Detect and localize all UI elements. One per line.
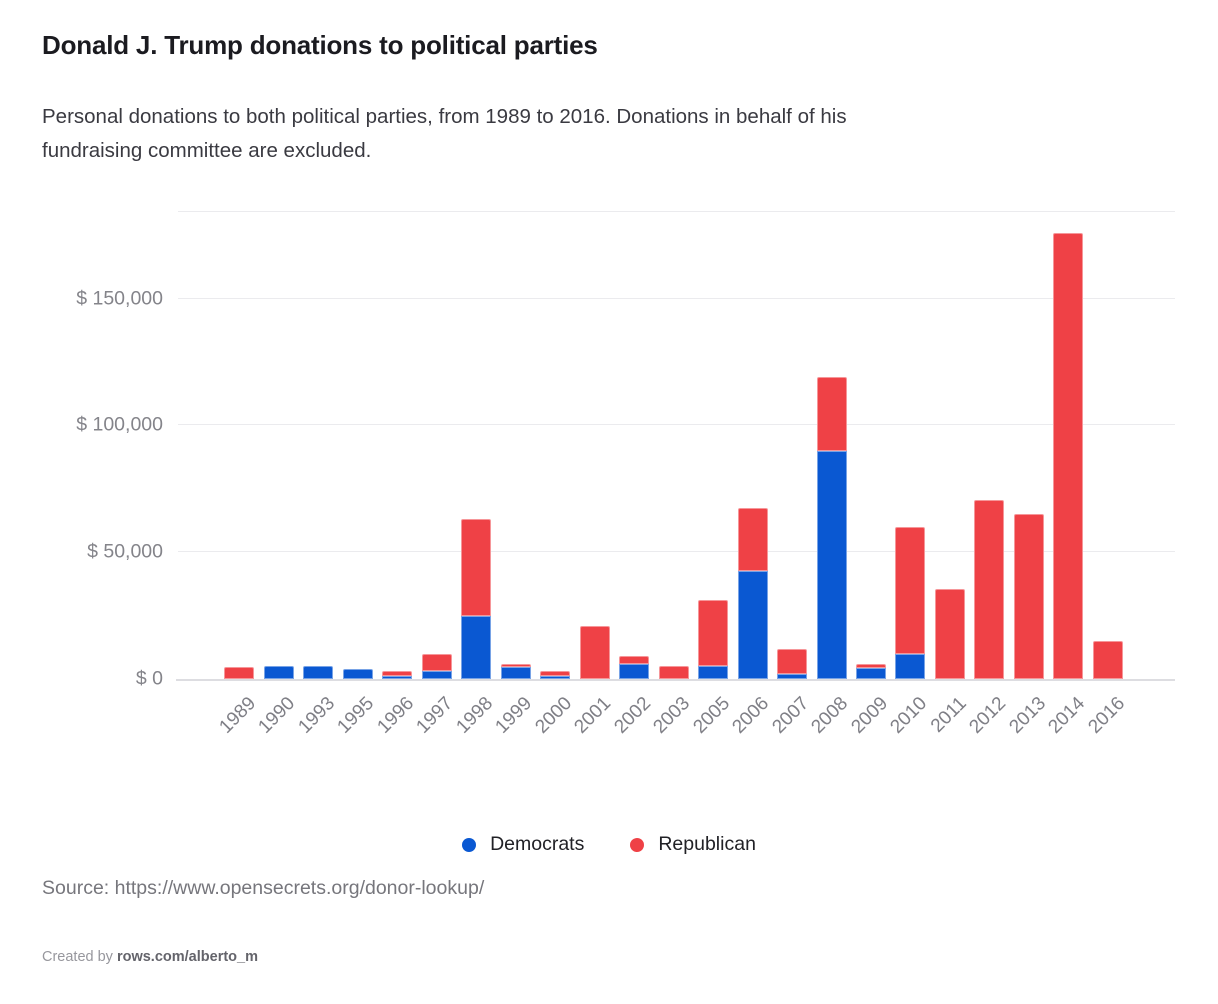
bar-2011 [934,588,965,679]
democrats-segment [698,666,729,679]
created-by: Created by rows.com/alberto_m [42,949,258,965]
democrats-segment [895,653,926,679]
bar-2016 [1092,640,1123,679]
gridline [178,424,1175,426]
bar-1996 [382,671,413,679]
republican-segment [895,526,926,654]
republican-segment [934,588,965,679]
plot-top-border [178,211,1175,212]
democrats-segment [303,666,334,679]
chart-subtitle: Personal donations to both political par… [42,105,847,162]
democrats-segment [342,668,373,679]
page-title: Donald J. Trump donations to political p… [42,30,598,60]
republican-segment [540,670,571,676]
republican-segment [421,653,452,672]
democrats-segment [500,666,531,679]
republican-segment [224,666,255,679]
bar-2008 [816,377,847,679]
bar-2010 [895,526,926,679]
republican-segment [579,625,610,679]
chart-legend: Democrats Republican [0,833,1218,856]
legend-item-republican: Republican [630,833,756,856]
bar-2014 [1053,232,1084,679]
y-tick-label: $ 150,000 [76,287,163,310]
legend-label-democrats: Democrats [490,833,585,855]
republican-segment [737,507,768,572]
democrats-segment [855,667,886,679]
x-axis: 1989 1990 1993 1995 1996 1997 1998 1999 2000 2001… [215,693,1129,738]
bar-2000 [540,670,571,679]
democrats-segment [777,673,808,679]
democrats-dot-icon [462,837,477,852]
republican-segment [461,519,492,616]
republican-segment [658,666,689,679]
bar-1999 [500,664,531,679]
republican-segment [974,500,1005,679]
democrats-segment [421,671,452,679]
democrats-segment [737,571,768,679]
republican-segment [816,377,847,451]
democrats-segment [382,676,413,679]
republican-segment [1092,640,1123,679]
bar-2013 [1013,514,1044,679]
bar-1989 [224,666,255,679]
democrats-segment [540,675,571,679]
y-axis: $ 0 $ 50,000 $ 100,000 $ 150,000 [0,211,163,689]
republican-segment [698,600,729,667]
bar-2012 [974,500,1005,679]
bar-1993 [303,666,334,679]
legend-item-democrats: Democrats [462,833,584,856]
bar-2003 [658,666,689,679]
source-text: Source: https://www.opensecrets.org/dono… [42,877,485,899]
democrats-segment [619,663,650,679]
x-axis-baseline [176,679,1175,681]
republican-segment [382,671,413,677]
bar-1997 [421,653,452,679]
plot-area: 1989 1990 1993 1995 1996 1997 1998 1999 2000 2001… [176,211,1175,738]
republican-segment [500,664,531,667]
bar-1998 [461,519,492,679]
democrats-segment [816,450,847,679]
bar-2001 [579,625,610,679]
democrats-segment [263,666,294,679]
republican-segment [855,663,886,668]
y-tick-label: $ 100,000 [76,413,163,436]
republican-segment [1053,232,1084,679]
bar-2006 [737,507,768,679]
legend-label-republican: Republican [658,833,756,855]
bar-2005 [698,600,729,679]
bar-1995 [342,668,373,679]
republican-segment [1013,514,1044,679]
gridline [178,297,1175,299]
created-by-prefix: Created by [42,949,117,965]
republican-segment [619,656,650,664]
bar-1990 [263,666,294,679]
republican-segment [777,648,808,674]
y-tick-label: $ 50,000 [87,540,163,563]
republican-dot-icon [630,837,645,852]
bar-2002 [619,656,650,679]
bar-2007 [777,648,808,679]
gridline [178,551,1175,553]
bar-2009 [855,663,886,679]
y-tick-label: $ 0 [135,667,163,690]
created-by-handle: rows.com/alberto_m [116,949,258,965]
democrats-segment [461,615,492,679]
